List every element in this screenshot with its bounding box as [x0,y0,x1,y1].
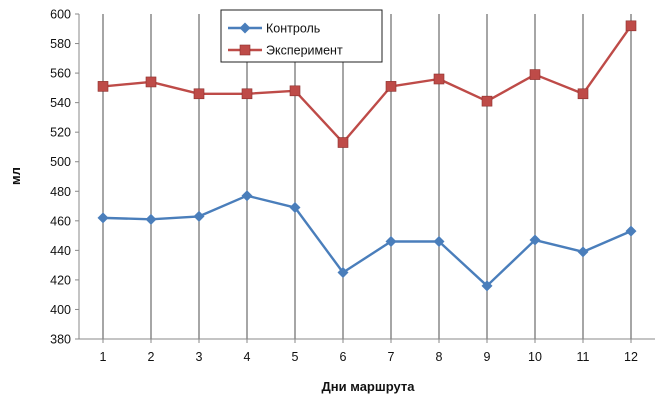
data-point [625,20,637,32]
series-2 [97,20,637,148]
x-tick-label: 7 [388,350,395,364]
data-point [145,213,157,225]
data-point [241,88,253,100]
y-tick-label: 460 [50,214,71,228]
data-point [385,236,397,247]
data-point [385,81,397,92]
data-point [625,225,637,237]
x-tick-label: 9 [484,350,491,364]
data-point [481,95,493,107]
legend-swatch-marker [239,44,251,56]
legend: Контроль Эксперимент [220,9,383,63]
x-tick-label: 1 [100,350,107,364]
data-point [193,88,205,100]
data-point [433,236,445,247]
data-point [337,137,349,148]
data-point [577,88,589,100]
x-tick-label: 11 [577,350,590,364]
data-point [529,69,541,80]
x-tick-label: 10 [528,350,542,364]
data-point [193,210,205,222]
x-tick-label: 8 [436,350,443,364]
legend-label: Эксперимент [266,44,343,58]
series-1 [97,190,637,292]
x-tick-label: 12 [624,350,638,364]
data-point [529,234,541,246]
data-point [97,81,109,92]
data-point [289,85,301,97]
data-point [577,246,589,258]
y-tick-label: 540 [50,96,71,110]
y-tick-label: 440 [50,244,71,258]
x-tick-label: 4 [244,350,251,364]
x-tick-label: 6 [340,350,347,364]
y-tick-label: 500 [50,155,71,169]
y-tick-label: 600 [50,8,71,22]
y-tick-label: 400 [50,303,71,317]
y-tick-label: 480 [50,185,71,199]
y-tick-label: 580 [50,37,71,51]
y-tick-label: 560 [50,67,71,81]
gridlines [102,14,632,339]
legend-label: Контроль [266,22,320,36]
series-line [102,25,632,144]
legend-swatch-marker [239,22,251,34]
data-point [481,280,493,292]
x-tick-label: 5 [292,350,299,364]
y-tick-label: 420 [50,273,71,287]
series-line [102,194,632,288]
data-point [97,212,109,224]
data-point [241,190,253,202]
data-point [145,76,157,88]
x-axis-title: Дни маршрута [322,379,416,394]
y-tick-label: 520 [50,126,71,140]
y-axis-title: мл [8,167,23,185]
data-point [433,73,445,85]
y-tick-label: 380 [50,333,71,347]
data-point [289,202,301,214]
series [97,20,637,292]
x-tick-label: 2 [148,350,155,364]
x-tick-label: 3 [196,350,203,364]
data-point [337,267,349,279]
